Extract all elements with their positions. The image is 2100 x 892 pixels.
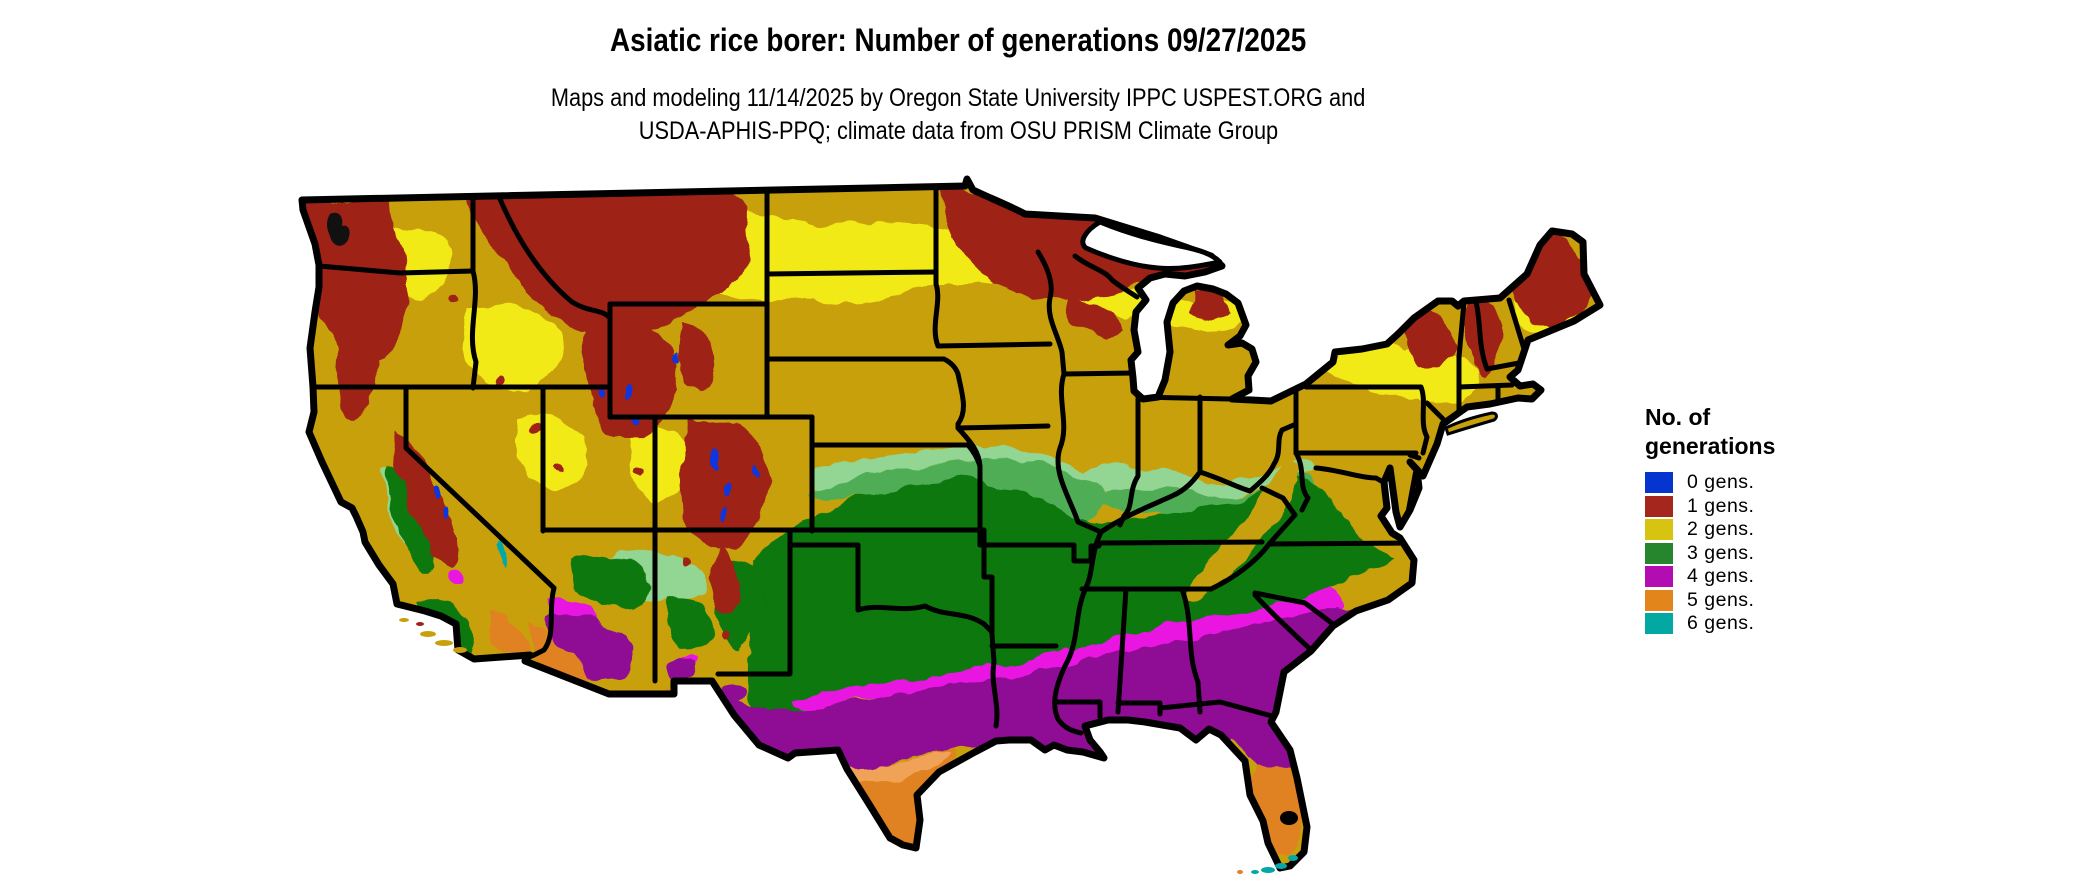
map-title: Asiatic rice borer: Number of generation… [0,22,1916,59]
legend-swatch-4-gens [1645,566,1673,588]
legend-item-4-gens: 4 gens. [1645,565,1875,588]
legend-items: 0 gens. 1 gens. 2 gens. 3 gens. 4 gens. … [1645,471,1875,635]
six-gens-teal-layer [499,540,509,566]
lake-okeechobee [1280,811,1298,825]
state-borders [310,183,1528,736]
lake-superior [1080,219,1223,271]
legend-swatch-5-gens [1645,589,1673,611]
puget-sound [327,212,350,246]
legend-item-0-gens: 0 gens. [1645,471,1875,494]
legend-swatch-1-gens [1645,495,1673,517]
legend-item-2-gens: 2 gens. [1645,518,1875,541]
florida-keys [1237,855,1298,874]
legend-swatch-6-gens [1645,613,1673,635]
three-gens-green-layer [382,445,1395,752]
channel-islands [399,618,467,653]
zero-gens-blue-layer [435,351,756,520]
us-outline [298,175,1604,872]
legend-item-5-gens: 5 gens. [1645,589,1875,612]
map-subtitle-line1: Maps and modeling 11/14/2025 by Oregon S… [550,84,1366,112]
legend-swatch-2-gens [1645,519,1673,541]
legend-item-1-gens: 1 gens. [1645,495,1875,518]
legend-title: No. of generations [1645,404,1776,459]
legend: No. of generations 0 gens. 1 gens. 2 gen… [1645,403,1875,637]
legend-swatch-3-gens [1645,542,1673,564]
legend-item-3-gens: 3 gens. [1645,542,1875,565]
map-subtitle-line2: USDA-APHIS-PPQ; climate data from OSU PR… [638,117,1278,145]
legend-swatch-0-gens [1645,472,1673,494]
long-island [1444,411,1498,436]
legend-item-6-gens: 6 gens. [1645,612,1875,635]
map-title-text: Asiatic rice borer: Number of generation… [609,22,1307,58]
